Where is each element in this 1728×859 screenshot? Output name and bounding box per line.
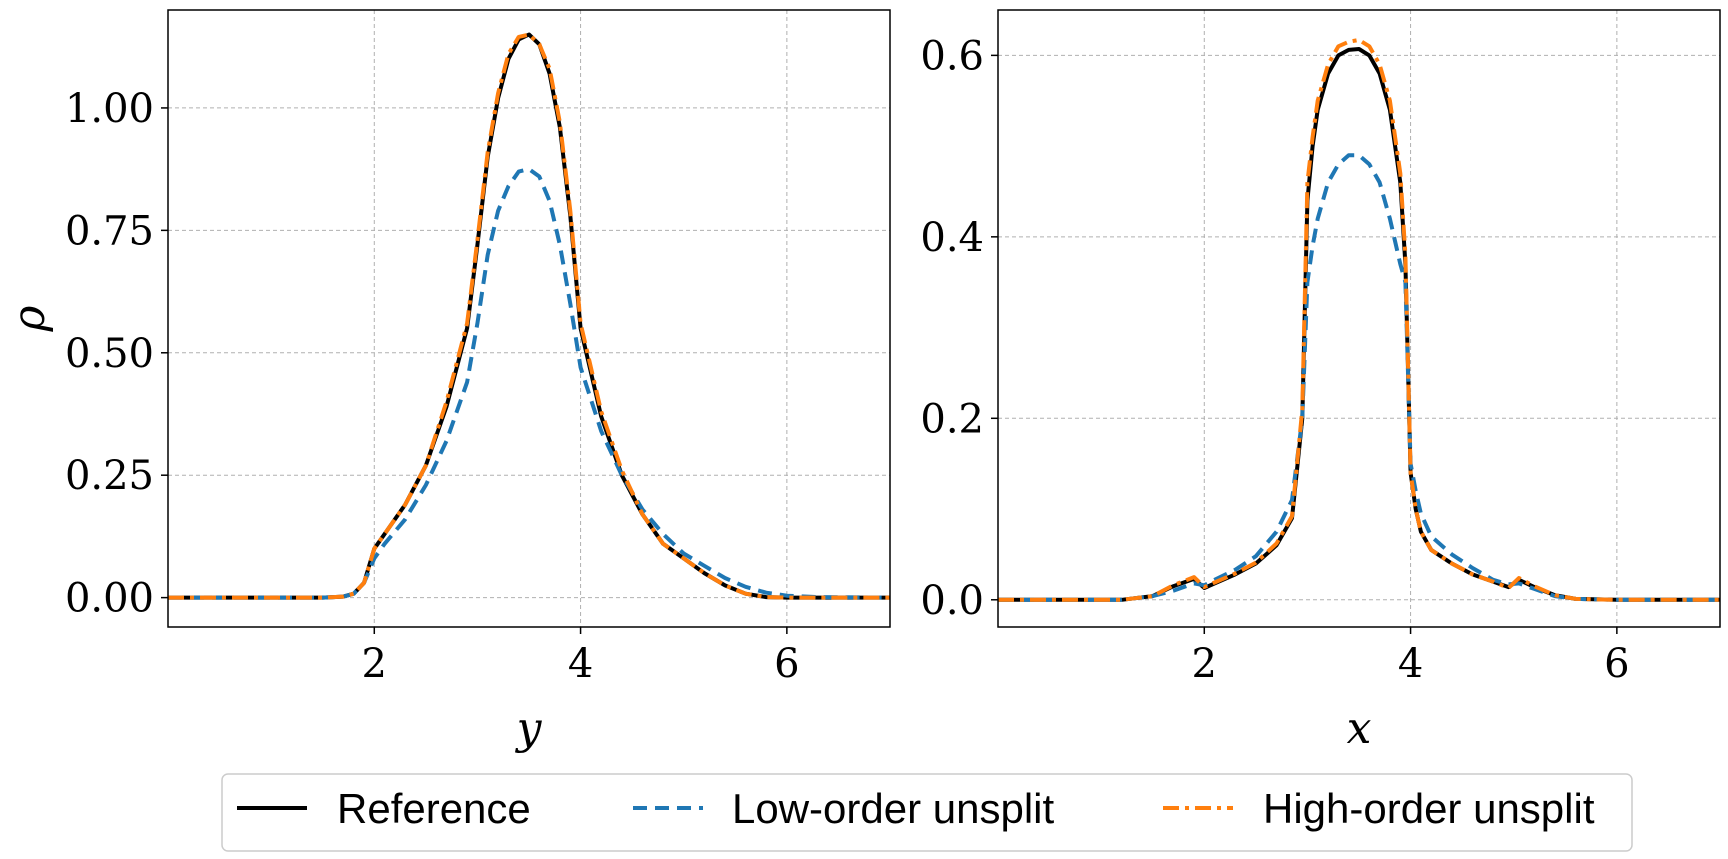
x-tick-label: 6 [774,641,799,687]
y-tick-label: 0.75 [65,208,154,254]
y-tick-label: 0.6 [920,33,984,79]
series-line-high-order-unsplit [998,37,1720,602]
x-axis-label: y [515,703,543,754]
plot-frame [167,9,891,628]
legend-label-high-order: High-order unsplit [1263,785,1595,832]
legend-label-reference: Reference [337,785,531,832]
x-tick-label: 4 [568,641,593,687]
x-tick-label: 4 [1398,641,1423,687]
y-tick-label: 0.4 [920,215,984,261]
x-tick-label: 2 [362,641,387,687]
right-panel: 2 4 6 0.0 0.2 0.4 0.6 x [920,9,1721,754]
y-tick-label: 0.2 [920,396,984,442]
legend-frame [221,773,1633,852]
legend: Reference Low-order unsplit High-order u… [221,773,1633,852]
y-tick-label: 0.00 [65,576,154,622]
plot-frame [997,9,1721,628]
series-line-high-order-unsplit [168,32,890,600]
left-panel: 2 4 6 0.00 0.25 0.50 0.75 1.00 y ρ [4,9,891,754]
x-tick-label: 2 [1192,641,1217,687]
series-line-low-order-unsplit [168,167,890,600]
x-tick-label: 6 [1604,641,1629,687]
series-line-reference [168,32,890,600]
y-tick-label: 1.00 [65,86,154,132]
y-axis-label: ρ [4,305,55,332]
x-axis-label: x [1347,703,1372,754]
y-tick-label: 0.50 [65,331,154,377]
series-line-reference [998,47,1720,602]
y-tick-label: 0.0 [920,578,984,624]
y-tick-label: 0.25 [65,453,154,499]
series-line-low-order-unsplit [998,153,1720,602]
legend-label-low-order: Low-order unsplit [732,785,1054,832]
